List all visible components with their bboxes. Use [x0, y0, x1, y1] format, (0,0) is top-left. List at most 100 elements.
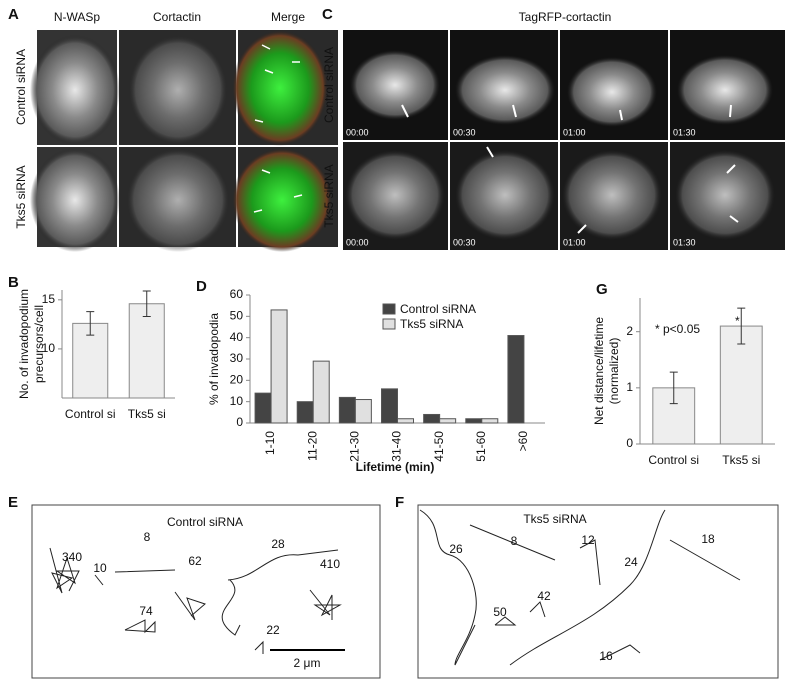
track-label: 62	[188, 554, 202, 568]
panel-letter: C	[322, 6, 333, 23]
bar	[312, 360, 330, 424]
bar	[338, 396, 356, 424]
bar	[72, 322, 109, 399]
x-tick-label: 31-40	[390, 431, 404, 462]
track-label: 26	[449, 542, 463, 556]
y-tick-label: 10	[42, 341, 56, 355]
bar	[381, 388, 398, 424]
error-bar	[737, 307, 746, 345]
track-label: 410	[320, 557, 340, 571]
panel-title: TagRFP-cortactin	[519, 10, 612, 24]
tracks	[49, 509, 741, 666]
x-tick-label: Control si	[648, 453, 699, 467]
scale-bar-label: 2 μm	[294, 656, 321, 670]
legend-swatch	[382, 303, 396, 315]
x-tick-label: 21-30	[348, 431, 362, 462]
x-tick-label: >60	[516, 431, 530, 452]
y-tick-label: 1	[626, 380, 633, 394]
error-bar	[142, 290, 151, 318]
panel-letter: F	[395, 494, 404, 511]
column-header: Cortactin	[153, 10, 201, 24]
x-tick-label: Tks5 si	[722, 453, 760, 467]
y-tick-label: 2	[626, 324, 633, 338]
track-label: 16	[599, 649, 613, 663]
bar	[439, 418, 457, 424]
y-tick-label: 15	[42, 292, 56, 306]
timestamp: 00:00	[346, 127, 369, 137]
panel-letter: D	[196, 278, 207, 295]
row-label: Control siRNA	[14, 49, 28, 125]
timestamp: 01:00	[563, 127, 586, 137]
legend-label: Control siRNA	[400, 302, 476, 316]
y-axis-label: % of invadopodia	[207, 313, 221, 405]
timestamp: 01:30	[673, 127, 696, 137]
bar	[354, 399, 372, 424]
annotation: *	[735, 314, 740, 328]
y-axis-label: (normalized)	[607, 338, 621, 405]
panel-e-box	[31, 504, 381, 679]
y-axis-label: Net distance/lifetime	[592, 317, 606, 425]
track-label: 22	[266, 623, 280, 637]
bar	[465, 418, 483, 424]
panel-a-images	[30, 30, 338, 252]
y-axis-label: No. of invadopodium	[17, 289, 31, 399]
panel-letter: B	[8, 274, 19, 291]
track-label: 10	[93, 561, 107, 575]
track-label: 24	[624, 555, 638, 569]
x-tick-label: Control si	[65, 407, 116, 421]
row-label: Tks5 siRNA	[14, 165, 28, 228]
bar	[296, 401, 314, 424]
panel-letter: G	[596, 281, 608, 298]
legend-swatch	[382, 318, 396, 330]
column-header: Merge	[271, 10, 305, 24]
panel-title: Control siRNA	[167, 515, 243, 529]
bar	[397, 418, 414, 424]
panel-letter: A	[8, 6, 19, 23]
track-label: 340	[62, 550, 82, 564]
x-tick-label: 11-20	[305, 431, 319, 461]
panel-title: Tks5 siRNA	[523, 512, 586, 526]
y-tick-label: 0	[626, 436, 633, 450]
y-tick-label: 20	[230, 373, 244, 387]
y-tick-label: 50	[230, 309, 244, 323]
timestamp: 00:30	[453, 127, 476, 137]
row-label: Control siRNA	[322, 47, 336, 123]
panel-c-images	[343, 30, 785, 250]
bar	[423, 413, 441, 424]
track-label: 74	[139, 604, 153, 618]
track-label: 8	[144, 530, 151, 544]
timestamp: 01:30	[673, 237, 696, 247]
timestamp: 00:00	[346, 237, 369, 247]
timestamp: 00:30	[453, 237, 476, 247]
x-tick-label: 1-10	[263, 431, 277, 455]
y-tick-label: 0	[236, 415, 243, 429]
bar	[507, 335, 525, 424]
x-tick-label: 51-60	[474, 431, 488, 462]
panel-letter: E	[8, 494, 18, 511]
track-label: 28	[271, 537, 285, 551]
annotation: * p<0.05	[655, 322, 700, 336]
panel-f-box	[417, 504, 779, 679]
y-tick-label: 40	[230, 330, 244, 344]
error-bar	[86, 311, 95, 336]
y-tick-label: 30	[230, 351, 244, 365]
row-label: Tks5 siRNA	[322, 164, 336, 227]
track-label: 18	[701, 532, 715, 546]
track-label: 12	[581, 533, 595, 547]
error-bar	[669, 371, 678, 405]
column-header: N-WASp	[54, 10, 101, 24]
y-tick-label: 60	[230, 287, 244, 301]
y-axis-label: precursors/cell	[32, 305, 46, 383]
x-tick-label: 41-50	[432, 431, 446, 462]
bar	[481, 418, 499, 424]
legend-label: Tks5 siRNA	[400, 317, 463, 331]
bar	[128, 303, 165, 399]
timestamp: 01:00	[563, 237, 586, 247]
bar	[254, 392, 272, 424]
x-axis-label: Lifetime (min)	[356, 460, 435, 474]
track-label: 8	[511, 534, 518, 548]
x-tick-label: Tks5 si	[128, 407, 166, 421]
bar	[270, 309, 288, 424]
y-tick-label: 10	[230, 394, 244, 408]
